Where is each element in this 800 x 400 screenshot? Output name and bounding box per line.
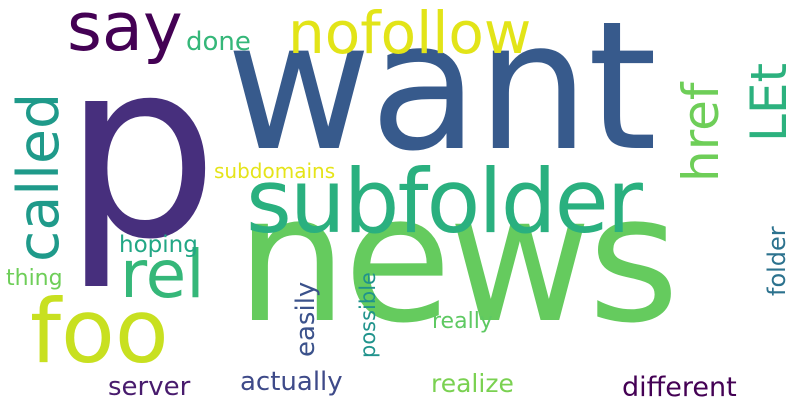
word-different: different xyxy=(622,372,737,400)
word-subfolder: subfolder xyxy=(246,150,643,253)
word-subdomains: subdomains xyxy=(214,159,336,183)
word-server: server xyxy=(108,372,191,400)
word-done: done xyxy=(186,27,251,57)
word-nofollow: nofollow xyxy=(288,0,532,67)
word-let: LEt xyxy=(740,62,798,142)
word-actually: actually xyxy=(240,367,343,397)
word-href: href xyxy=(672,82,730,182)
word-realize: realize xyxy=(431,369,514,398)
word-p: p xyxy=(63,8,219,293)
word-folder: folder xyxy=(763,226,791,296)
word-possible: possible xyxy=(356,272,380,358)
word-thing: thing xyxy=(6,266,63,291)
word-want: want xyxy=(226,0,657,190)
word-called: called xyxy=(6,92,72,262)
word-news: news xyxy=(236,157,679,362)
word-foo: foo xyxy=(30,280,169,383)
word-really: really xyxy=(432,309,493,334)
word-hoping: hoping xyxy=(119,232,198,258)
word-easily: easily xyxy=(291,281,321,357)
word-rel: rel xyxy=(120,236,205,313)
word-say: say xyxy=(67,0,183,66)
